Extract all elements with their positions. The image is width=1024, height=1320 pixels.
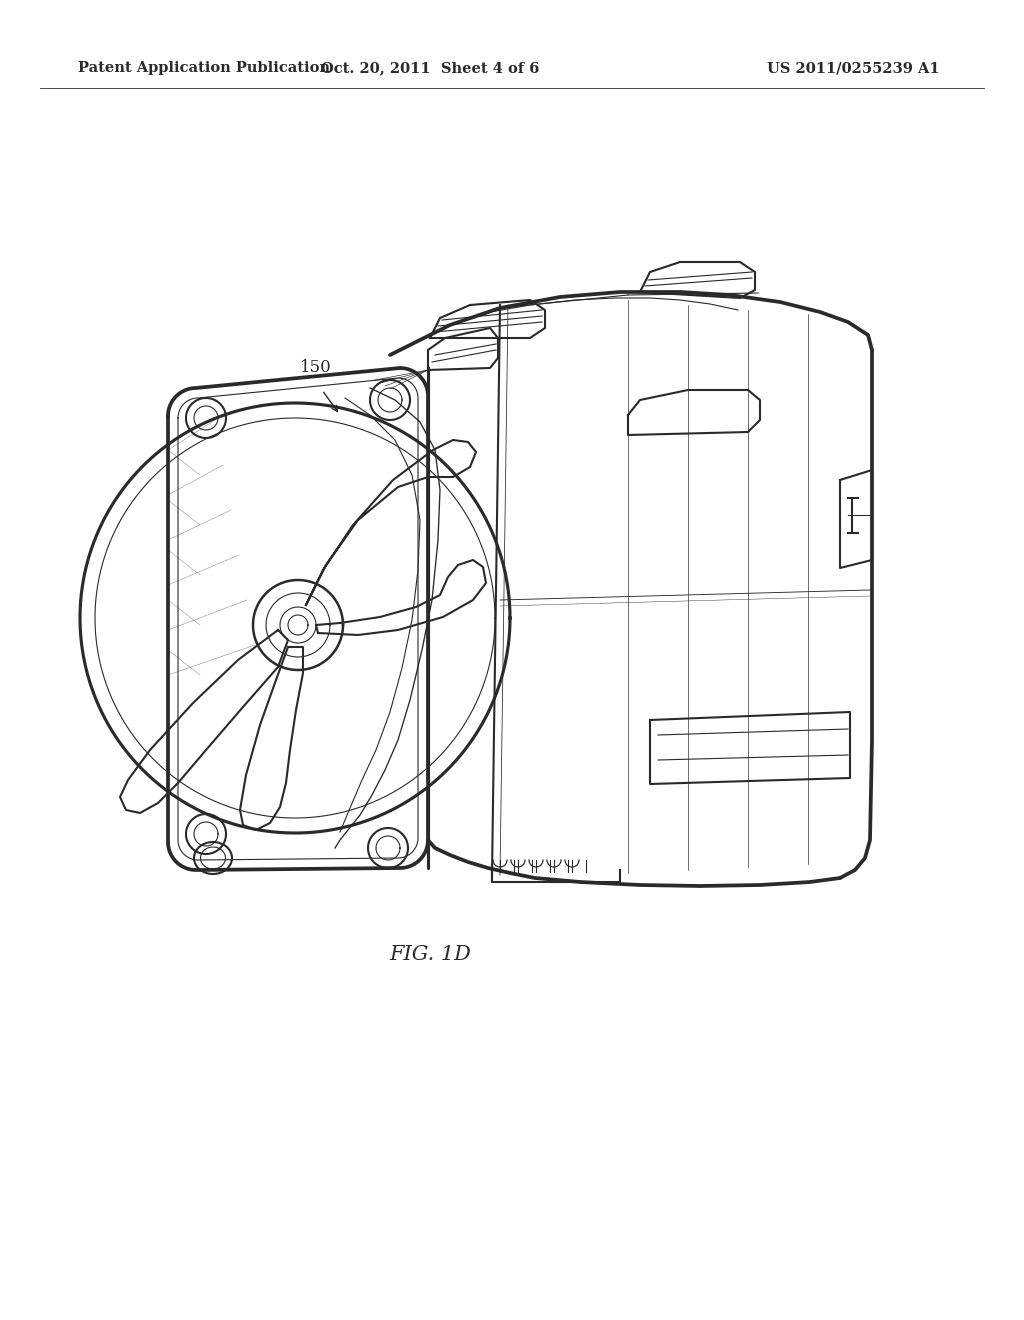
Text: Patent Application Publication: Patent Application Publication [78, 61, 330, 75]
Text: Oct. 20, 2011  Sheet 4 of 6: Oct. 20, 2011 Sheet 4 of 6 [321, 61, 540, 75]
Text: 150: 150 [300, 359, 332, 376]
Text: FIG. 1D: FIG. 1D [389, 945, 471, 965]
Text: US 2011/0255239 A1: US 2011/0255239 A1 [767, 61, 940, 75]
